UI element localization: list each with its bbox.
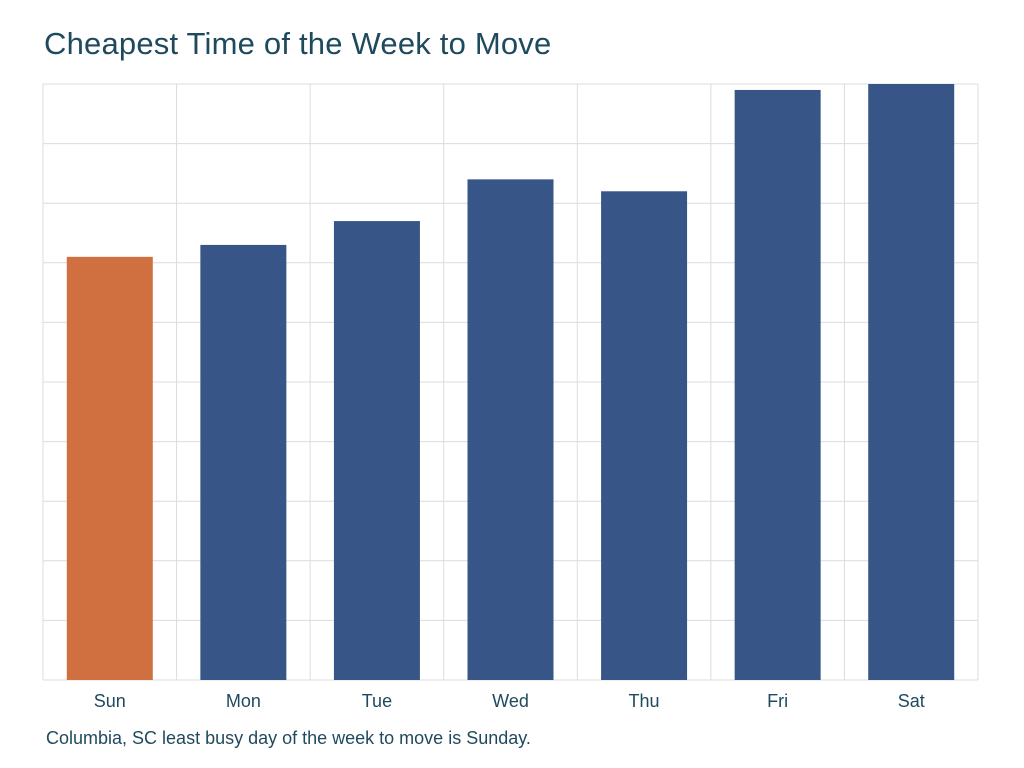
bar-fri (734, 89, 821, 680)
x-tick-label-fri: Fri (767, 691, 788, 711)
x-tick-label-mon: Mon (226, 691, 261, 711)
bars (66, 84, 955, 681)
bar-chart: Sun Mon Tue Wed Thu Fri Sat (42, 83, 979, 711)
bar-tue (333, 221, 420, 680)
x-axis-tick-labels: Sun Mon Tue Wed Thu Fri Sat (94, 691, 925, 711)
bar-mon (200, 244, 287, 681)
bar-thu (601, 191, 688, 680)
x-tick-label-wed: Wed (492, 691, 529, 711)
x-tick-label-tue: Tue (362, 691, 392, 711)
bar-wed (467, 179, 554, 681)
bar-sun (66, 256, 153, 680)
x-tick-label-sun: Sun (94, 691, 126, 711)
x-tick-label-sat: Sat (898, 691, 925, 711)
bar-sat (868, 84, 955, 680)
x-tick-label-thu: Thu (629, 691, 660, 711)
chart-caption: Columbia, SC least busy day of the week … (46, 728, 531, 748)
chart-title: Cheapest Time of the Week to Move (44, 26, 552, 61)
